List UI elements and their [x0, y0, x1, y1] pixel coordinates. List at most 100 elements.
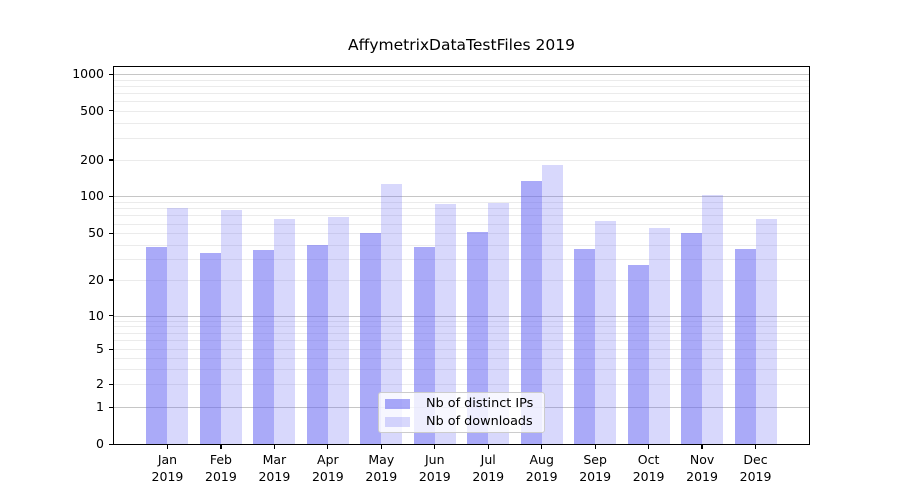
x-tick-year: 2019	[365, 469, 398, 484]
minor-gridline	[114, 110, 809, 112]
x-tick-mark	[380, 445, 382, 449]
minor-gridline	[114, 159, 809, 161]
bar-downloads	[167, 207, 189, 444]
minor-gridline	[114, 215, 809, 217]
x-tick-year: 2019	[205, 469, 237, 484]
minor-gridline	[114, 340, 809, 342]
minor-gridline	[114, 279, 809, 281]
minor-gridline	[114, 326, 809, 328]
bar-distinct-ips	[681, 233, 703, 444]
bar-downloads	[274, 218, 296, 444]
bar-downloads	[595, 221, 617, 444]
y-tick-mark	[109, 443, 113, 445]
x-tick-label: Jul 2019	[448, 451, 528, 485]
x-tick-year: 2019	[311, 469, 344, 484]
x-tick-label: Nov 2019	[662, 451, 742, 485]
bar-distinct-ips	[574, 248, 596, 444]
bar-distinct-ips	[360, 233, 382, 444]
y-tick-mark	[109, 348, 113, 350]
minor-gridline	[114, 368, 809, 370]
x-tick-month: Feb	[209, 452, 232, 467]
y-tick-label: 500	[80, 102, 104, 118]
x-tick-mark	[648, 445, 650, 449]
bar-downloads	[220, 209, 242, 444]
x-tick-month: Mar	[262, 452, 287, 467]
x-tick-month: Jul	[480, 452, 496, 467]
legend-label-downloads: Nb of downloads	[426, 414, 533, 429]
bar-distinct-ips	[253, 250, 275, 444]
minor-gridline	[114, 79, 809, 81]
bar-downloads	[755, 219, 777, 444]
y-tick-label: 50	[88, 225, 104, 241]
legend-swatch-downloads-icon	[385, 416, 410, 427]
bar-downloads	[381, 183, 403, 444]
x-tick-month: Sep	[583, 452, 607, 467]
x-tick-mark	[220, 445, 222, 449]
bar-distinct-ips	[199, 252, 221, 444]
y-tick-mark	[109, 73, 113, 75]
x-tick-label: Aug 2019	[502, 451, 582, 485]
x-tick-label: Apr 2019	[288, 451, 368, 485]
bar-downloads	[702, 194, 724, 444]
y-tick-mark	[109, 110, 113, 112]
bar-distinct-ips	[467, 232, 489, 444]
x-tick-mark	[594, 445, 596, 449]
x-tick-mark	[487, 445, 489, 449]
x-tick-year: 2019	[151, 469, 184, 484]
x-tick-label: Sep 2019	[555, 451, 635, 485]
x-tick-label: Dec 2019	[716, 451, 796, 485]
minor-gridline	[114, 332, 809, 334]
bar-downloads	[434, 203, 456, 444]
x-tick-label: Mar 2019	[234, 451, 314, 485]
plot-area	[113, 66, 810, 445]
minor-gridline	[114, 201, 809, 203]
x-tick-month: Oct	[637, 452, 660, 467]
x-tick-label: Feb 2019	[181, 451, 261, 485]
legend-swatch-distinct-ips-icon	[385, 398, 410, 409]
bar-distinct-ips	[520, 181, 542, 444]
y-tick-label: 2	[96, 376, 104, 392]
legend-label-distinct-ips: Nb of distinct IPs	[426, 396, 534, 411]
y-tick-label: 0	[96, 436, 104, 451]
minor-gridline	[114, 349, 809, 351]
legend-item-distinct-ips: Nb of distinct IPs	[385, 396, 538, 411]
bar-distinct-ips	[146, 247, 168, 444]
x-tick-year: 2019	[258, 469, 291, 484]
x-tick-label: Jun 2019	[395, 451, 475, 485]
minor-gridline	[114, 223, 809, 225]
x-tick-label: Oct 2019	[609, 451, 689, 485]
minor-gridline	[114, 233, 809, 235]
bar-downloads	[648, 228, 670, 444]
x-tick-month: Jun	[425, 452, 445, 467]
x-tick-mark	[541, 445, 543, 449]
y-tick-label: 200	[80, 151, 104, 167]
x-tick-month: May	[368, 452, 395, 467]
major-gridline	[114, 196, 809, 198]
x-tick-month: Aug	[529, 452, 554, 467]
x-tick-year: 2019	[418, 469, 451, 484]
y-tick-mark	[109, 279, 113, 281]
x-tick-label: Jan 2019	[127, 451, 207, 485]
minor-gridline	[114, 93, 809, 95]
x-tick-year: 2019	[472, 469, 505, 484]
bar-distinct-ips	[627, 264, 649, 444]
y-tick-mark	[109, 232, 113, 235]
major-gridline	[114, 74, 809, 76]
y-tick-mark	[109, 195, 113, 197]
bar-downloads	[541, 165, 563, 444]
x-tick-year: 2019	[739, 469, 772, 484]
x-tick-month: Dec	[743, 452, 768, 467]
minor-gridline	[114, 101, 809, 103]
x-tick-mark	[166, 445, 169, 449]
minor-gridline	[114, 320, 809, 322]
legend-item-downloads: Nb of downloads	[385, 414, 538, 429]
y-tick-label: 20	[88, 271, 104, 287]
minor-gridline	[114, 357, 809, 359]
y-tick-mark	[109, 315, 113, 317]
y-tick-label: 1	[96, 399, 104, 415]
legend: Nb of distinct IPs Nb of downloads	[378, 392, 545, 433]
bar-downloads	[488, 203, 510, 444]
x-tick-year: 2019	[579, 469, 612, 484]
x-tick-mark	[273, 445, 275, 449]
minor-gridline	[114, 122, 809, 124]
